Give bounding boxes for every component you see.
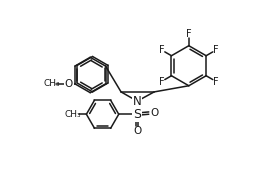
Text: F: F [186,29,192,39]
Text: CH₃: CH₃ [65,110,82,119]
Text: N: N [133,95,142,108]
Text: F: F [213,45,219,55]
Text: F: F [159,45,164,55]
Text: O: O [150,108,158,118]
Text: O: O [65,79,73,89]
Text: F: F [213,76,219,86]
Text: F: F [159,76,164,86]
Text: CH₃: CH₃ [43,79,60,88]
Text: O: O [133,126,141,136]
Text: S: S [133,108,141,121]
